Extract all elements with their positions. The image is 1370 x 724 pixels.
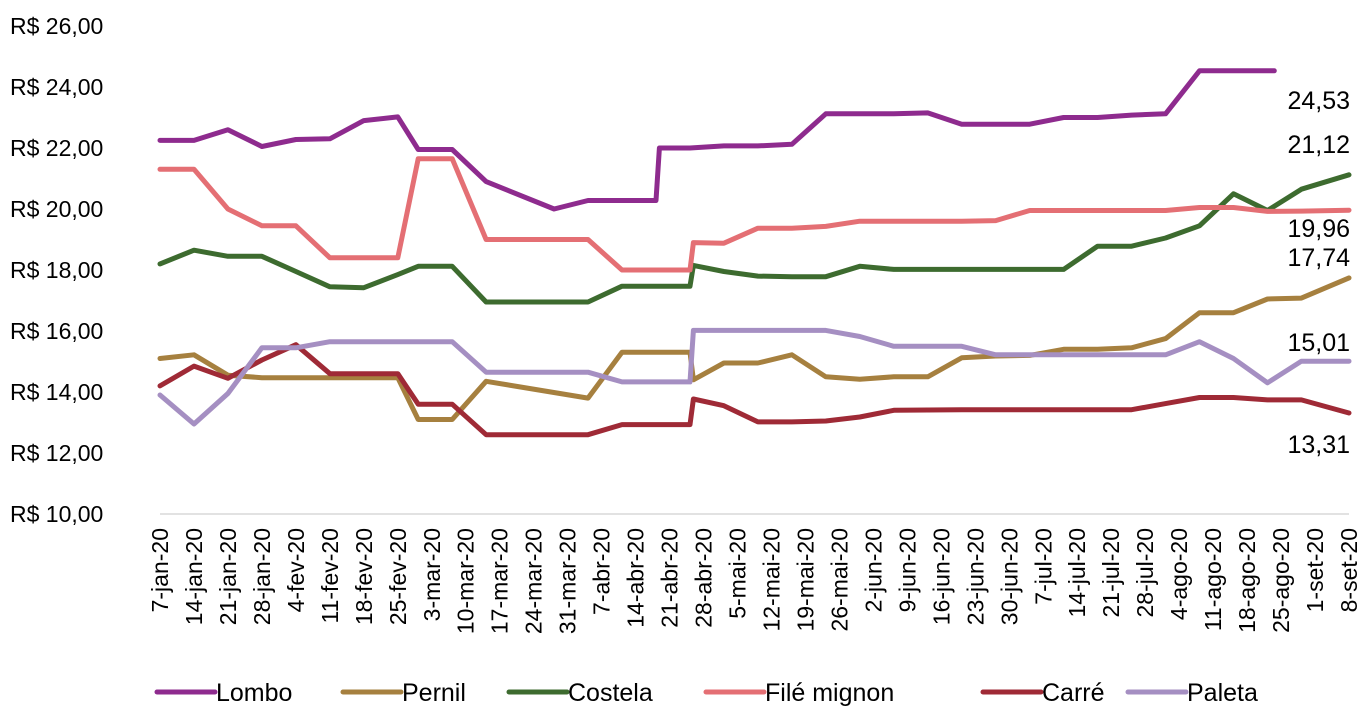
x-tick-label: 21-jul-20 <box>1098 528 1124 618</box>
x-axis-tick-labels: 7-jan-20 14-jan-20 21-jan-20 28-jan-20 4-fev… <box>147 528 1362 634</box>
x-tick-label: 7-jul-20 <box>1030 528 1056 605</box>
x-tick-label: 26-mai-20 <box>826 528 852 632</box>
y-tick-label: R$ 18,00 <box>10 257 103 283</box>
x-tick-label: 9-jun-20 <box>894 528 920 612</box>
x-tick-label: 18-fev-20 <box>351 528 377 625</box>
x-tick-label: 28-jan-20 <box>249 528 275 625</box>
y-tick-label: R$ 24,00 <box>10 74 103 100</box>
series-line-pernil <box>157 275 1352 422</box>
end-label-paleta: 15,01 <box>1287 329 1350 357</box>
series-line-paleta <box>157 327 1352 427</box>
y-axis-tick-labels: R$ 10,00 R$ 12,00 R$ 14,00 R$ 16,00 R$ 18,00… <box>10 13 103 527</box>
legend-item-lombo: Lombo <box>154 679 292 707</box>
x-tick-label: 16-jun-20 <box>928 528 954 625</box>
end-label-costela: 21,12 <box>1287 131 1350 159</box>
x-tick-label: 24-mar-20 <box>521 528 547 634</box>
x-tick-label: 7-jan-20 <box>147 528 173 612</box>
x-tick-label: 11-ago-20 <box>1200 528 1226 631</box>
x-tick-label: 4-ago-20 <box>1166 528 1192 620</box>
series-line-file-mignon <box>157 156 1352 273</box>
x-tick-label: 28-jul-20 <box>1132 528 1158 618</box>
legend-label: Costela <box>568 679 653 707</box>
legend-label: Paleta <box>1187 679 1258 707</box>
x-tick-label: 30-jun-20 <box>996 528 1022 625</box>
x-tick-label: 14-jan-20 <box>181 528 207 625</box>
series-line-carre <box>157 342 1352 438</box>
x-tick-label: 1-set-20 <box>1302 528 1328 612</box>
series-line-costela <box>157 172 1352 305</box>
x-tick-label: 5-mai-20 <box>725 528 751 619</box>
x-tick-label: 17-mar-20 <box>487 528 513 634</box>
x-tick-label: 7-abr-20 <box>589 528 615 615</box>
x-tick-label: 31-mar-20 <box>555 528 581 634</box>
end-label-file-mignon: 19,96 <box>1287 215 1350 243</box>
series-lines <box>157 68 1352 438</box>
x-tick-label: 14-jul-20 <box>1064 528 1090 618</box>
legend-label: Filé mignon <box>765 679 894 707</box>
x-tick-label: 14-abr-20 <box>623 528 649 628</box>
legend-item-file-mignon: Filé mignon <box>703 679 894 707</box>
x-tick-label: 25-fev-20 <box>385 528 411 625</box>
x-tick-label: 2-jun-20 <box>860 528 886 612</box>
y-tick-label: R$ 26,00 <box>10 13 103 39</box>
end-label-lombo: 24,53 <box>1287 87 1350 115</box>
y-tick-label: R$ 14,00 <box>10 379 103 405</box>
y-tick-label: R$ 20,00 <box>10 196 103 222</box>
y-tick-label: R$ 10,00 <box>10 501 103 527</box>
legend-label: Carré <box>1042 679 1105 707</box>
x-tick-label: 28-abr-20 <box>691 528 717 628</box>
legend-label: Pernil <box>402 679 466 707</box>
x-tick-label: 3-mar-20 <box>419 528 445 621</box>
end-label-pernil: 17,74 <box>1287 244 1350 272</box>
x-tick-label: 18-ago-20 <box>1234 528 1260 633</box>
y-tick-label: R$ 12,00 <box>10 440 103 466</box>
x-tick-label: 12-mai-20 <box>758 528 784 632</box>
x-tick-label: 21-abr-20 <box>657 528 683 628</box>
x-tick-label: 23-jun-20 <box>962 528 988 625</box>
x-tick-label: 11-fev-20 <box>317 528 343 623</box>
legend-label: Lombo <box>216 679 292 707</box>
legend-item-pernil: Pernil <box>340 679 466 707</box>
legend-item-paleta: Paleta <box>1125 679 1258 707</box>
x-tick-label: 25-ago-20 <box>1268 528 1294 633</box>
x-tick-label: 4-fev-20 <box>283 528 309 612</box>
legend-item-costela: Costela <box>506 679 653 707</box>
legend-item-carre: Carré <box>980 679 1105 707</box>
x-tick-label: 10-mar-20 <box>453 528 479 634</box>
x-tick-label: 21-jan-20 <box>215 528 241 625</box>
x-tick-label: 8-set-20 <box>1336 528 1362 612</box>
x-tick-label: 19-mai-20 <box>792 528 818 632</box>
series-line-lombo <box>157 68 1277 212</box>
end-label-carre: 13,31 <box>1287 431 1350 459</box>
y-tick-label: R$ 22,00 <box>10 135 103 161</box>
y-tick-label: R$ 16,00 <box>10 318 103 344</box>
legend: Lombo Pernil Costela Filé mignon Carré Paleta <box>154 679 1258 707</box>
